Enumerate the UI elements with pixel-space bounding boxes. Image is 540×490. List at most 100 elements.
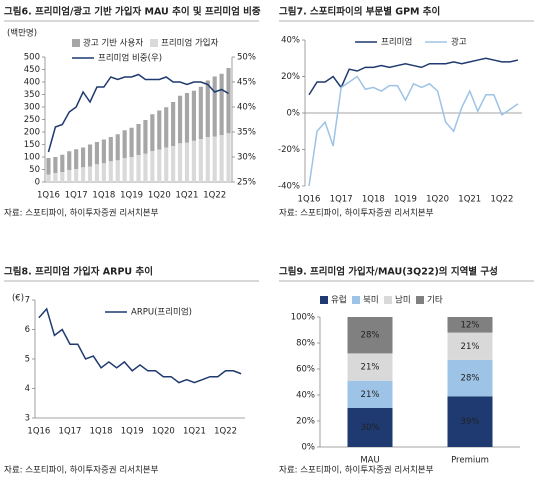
x-tick-label: 1Q17 xyxy=(330,195,353,205)
data-label: 12% xyxy=(461,320,480,330)
bar xyxy=(74,169,79,182)
x-tick-label: Premium xyxy=(451,456,489,466)
bar xyxy=(347,317,393,354)
y-tick-label: 100 xyxy=(24,153,40,163)
bar xyxy=(81,147,86,168)
bar xyxy=(129,157,134,182)
bar xyxy=(226,133,231,182)
x-tick-label: MAU xyxy=(360,456,379,466)
data-label: 21% xyxy=(461,342,480,352)
bar xyxy=(184,93,190,143)
y-axis-title: (€) xyxy=(12,294,24,304)
bar xyxy=(198,86,203,139)
legend-swatch xyxy=(320,296,328,304)
chart-title: 그림7. 스포티파이의 부문별 GPM 추이 xyxy=(279,6,440,18)
y-tick-label: 5 xyxy=(25,355,30,365)
legend-label: 유럽 xyxy=(331,296,347,306)
y-tick-label: 300 xyxy=(24,103,40,113)
x-tick-label: 1Q21 xyxy=(176,191,199,201)
line xyxy=(38,307,242,384)
y-tick-label: 100% xyxy=(291,313,315,323)
x-tick-label: 1Q18 xyxy=(362,195,385,205)
y-tick-label: 60% xyxy=(296,365,315,375)
bar xyxy=(157,149,162,182)
y2-tick-label: 45% xyxy=(237,78,256,88)
data-label: 21% xyxy=(361,390,380,400)
bar xyxy=(108,161,113,182)
x-tick-label: 1Q19 xyxy=(120,191,143,201)
bar xyxy=(53,157,58,173)
bar xyxy=(205,80,210,137)
bar xyxy=(136,155,141,182)
legend-label: ARPU(프리미엄) xyxy=(131,307,192,318)
x-tick-label: 1Q17 xyxy=(65,191,88,201)
bar xyxy=(150,114,155,151)
data-label: 39% xyxy=(461,417,480,427)
x-tick-label: 1Q20 xyxy=(426,195,449,205)
y-tick-label: 150 xyxy=(24,140,40,150)
bar xyxy=(122,158,127,182)
line xyxy=(308,75,519,187)
bar xyxy=(212,136,217,182)
x-tick-label: 1Q18 xyxy=(92,191,115,201)
bar xyxy=(67,151,72,170)
x-tick-label: 1Q21 xyxy=(458,195,481,205)
y2-tick-label: 40% xyxy=(237,103,256,113)
legend-swatch xyxy=(416,296,424,304)
legend-label: 광고 xyxy=(451,37,467,48)
y-tick-label: 400 xyxy=(24,78,40,88)
bar xyxy=(447,332,493,360)
legend-swatch xyxy=(72,39,80,47)
bar xyxy=(136,124,141,155)
y-tick-label: 0% xyxy=(302,443,316,453)
y-tick-label: 200 xyxy=(24,128,40,138)
bar xyxy=(115,134,120,161)
bar xyxy=(171,146,176,182)
bar xyxy=(60,172,65,182)
x-tick-label: 1Q22 xyxy=(203,191,226,201)
source: 자료: 스포티파이, 하이투자증권 리서치본부 xyxy=(4,208,159,219)
bar xyxy=(87,144,93,167)
chart-title: 그림9. 프리미엄 가입자/MAU(3Q22)의 지역별 구성 xyxy=(279,266,498,278)
legend-label: 프리미엄 xyxy=(381,37,412,48)
y-tick-label: 20% xyxy=(281,72,300,82)
data-label: 28% xyxy=(461,374,480,384)
y-tick-label: 20% xyxy=(296,417,315,427)
bar xyxy=(447,396,493,447)
x-tick-label: 1Q17 xyxy=(59,427,82,437)
y-tick-label: 50 xyxy=(29,165,40,175)
bar xyxy=(81,167,86,182)
bar xyxy=(74,149,79,169)
bar xyxy=(94,142,100,165)
legend-swatch xyxy=(384,296,392,304)
y2-tick-label: 25% xyxy=(237,178,256,188)
x-tick-label: 1Q20 xyxy=(148,191,171,201)
x-tick-label: 1Q19 xyxy=(121,427,144,437)
legend-label: 프리미엄 비중(우) xyxy=(98,53,162,64)
bar xyxy=(164,107,169,148)
y-tick-label: 3 xyxy=(25,414,30,424)
bar xyxy=(87,166,93,182)
bar xyxy=(101,139,106,164)
chart-title: 그림8. 프리미엄 가입자 ARPU 추이 xyxy=(4,266,153,278)
bar xyxy=(347,380,393,408)
bar xyxy=(219,135,224,182)
source: 자료: 스포티파이, 하이투자증권 리서치본부 xyxy=(279,465,434,476)
bar xyxy=(94,164,100,182)
x-tick-label: 1Q22 xyxy=(214,427,237,437)
bar xyxy=(212,76,217,137)
source: 자료: 스포티파이, 하이투자증권 리서치본부 xyxy=(279,208,434,219)
data-label: 30% xyxy=(361,423,380,433)
y-tick-label: 40% xyxy=(281,36,300,46)
legend-label: 광고 기반 사용자 xyxy=(83,38,143,49)
bar xyxy=(347,408,393,447)
bar xyxy=(129,127,134,157)
bar xyxy=(143,153,148,182)
x-tick-label: 1Q16 xyxy=(27,427,50,437)
y2-tick-label: 35% xyxy=(237,128,256,138)
bar xyxy=(46,158,51,175)
x-tick-label: 1Q18 xyxy=(90,427,113,437)
y2-tick-label: 30% xyxy=(237,153,256,163)
chart-title: 그림6. 프리미엄/광고 기반 가입자 MAU 추이 및 프리미엄 비중 xyxy=(4,6,261,18)
